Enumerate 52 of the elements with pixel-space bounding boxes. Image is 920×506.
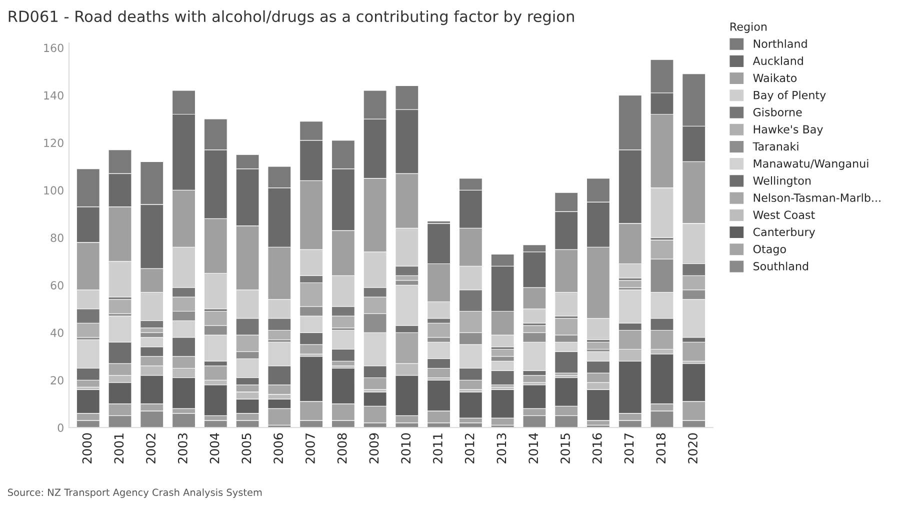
- x-tick-label: 2001: [114, 434, 124, 464]
- x-tick-label: 2000: [82, 433, 92, 464]
- x-tick-label: 2010: [401, 433, 411, 464]
- bar: [108, 299, 132, 314]
- bar: [586, 342, 610, 350]
- x-tick-label: 2003: [178, 433, 188, 464]
- x-tick-label: 2016: [592, 433, 602, 464]
- x-tick-label: 2007: [305, 434, 315, 464]
- y-tick-label: 60: [50, 281, 64, 290]
- legend-label: Waikato: [753, 74, 797, 82]
- x-tick-label: 2008: [337, 433, 347, 464]
- legend-title: Region: [730, 22, 767, 33]
- legend-label: Canterbury: [753, 228, 816, 238]
- legend-label: Manawatu/Wanganui: [754, 159, 868, 170]
- legend-label: West Coast: [753, 210, 815, 220]
- x-tick-label: 2015: [560, 434, 570, 464]
- legend-label: Bay of Plenty: [754, 90, 826, 102]
- x-tick-label: 2017: [624, 434, 634, 464]
- y-tick-label: 20: [50, 376, 64, 384]
- y-tick-label: 100: [44, 186, 64, 195]
- legend-label: Gisborne: [753, 108, 802, 116]
- bar: [618, 280, 642, 288]
- x-tick-label: 2020: [688, 433, 698, 464]
- y-tick-label: 80: [50, 234, 64, 242]
- legend-label: Hawke's Bay: [754, 124, 823, 136]
- y-tick-label: 0: [58, 424, 64, 432]
- legend-label: Wellington: [753, 176, 811, 187]
- x-tick-label: 2004: [210, 433, 220, 464]
- x-tick-label: 2011: [432, 434, 442, 464]
- y-tick-label: 120: [44, 138, 64, 148]
- bar: [522, 375, 546, 383]
- y-tick-label: 160: [44, 44, 64, 52]
- x-tick-label: 2018: [656, 433, 666, 464]
- x-tick-label: 2013: [496, 433, 506, 464]
- legend-label: Taranaki: [752, 142, 798, 151]
- legend-label: Northland: [754, 39, 807, 48]
- x-tick-label: 2012: [464, 434, 474, 464]
- bar: [682, 342, 706, 362]
- x-tick-label: 2006: [274, 433, 284, 464]
- legend-label: Nelson-Tasman-Marlb...: [754, 193, 880, 202]
- x-tick-label: 2005: [242, 434, 252, 464]
- x-tick-label: 2002: [146, 434, 156, 464]
- bar: [172, 413, 196, 428]
- y-tick-label: 140: [44, 91, 64, 100]
- legend-label: Southland: [754, 262, 808, 270]
- legend-label: Otago: [753, 244, 786, 256]
- chart-title: RD061 - Road deaths with alcohol/drugs as a contributing factor by region: [8, 10, 574, 26]
- legend-label: Auckland: [752, 56, 803, 66]
- x-tick-label: 2014: [528, 433, 538, 464]
- x-tick-label: 2009: [369, 433, 379, 464]
- y-tick-label: 40: [50, 328, 64, 337]
- source-note: Source: NZ Transport Agency Crash Analysis System: [8, 488, 262, 498]
